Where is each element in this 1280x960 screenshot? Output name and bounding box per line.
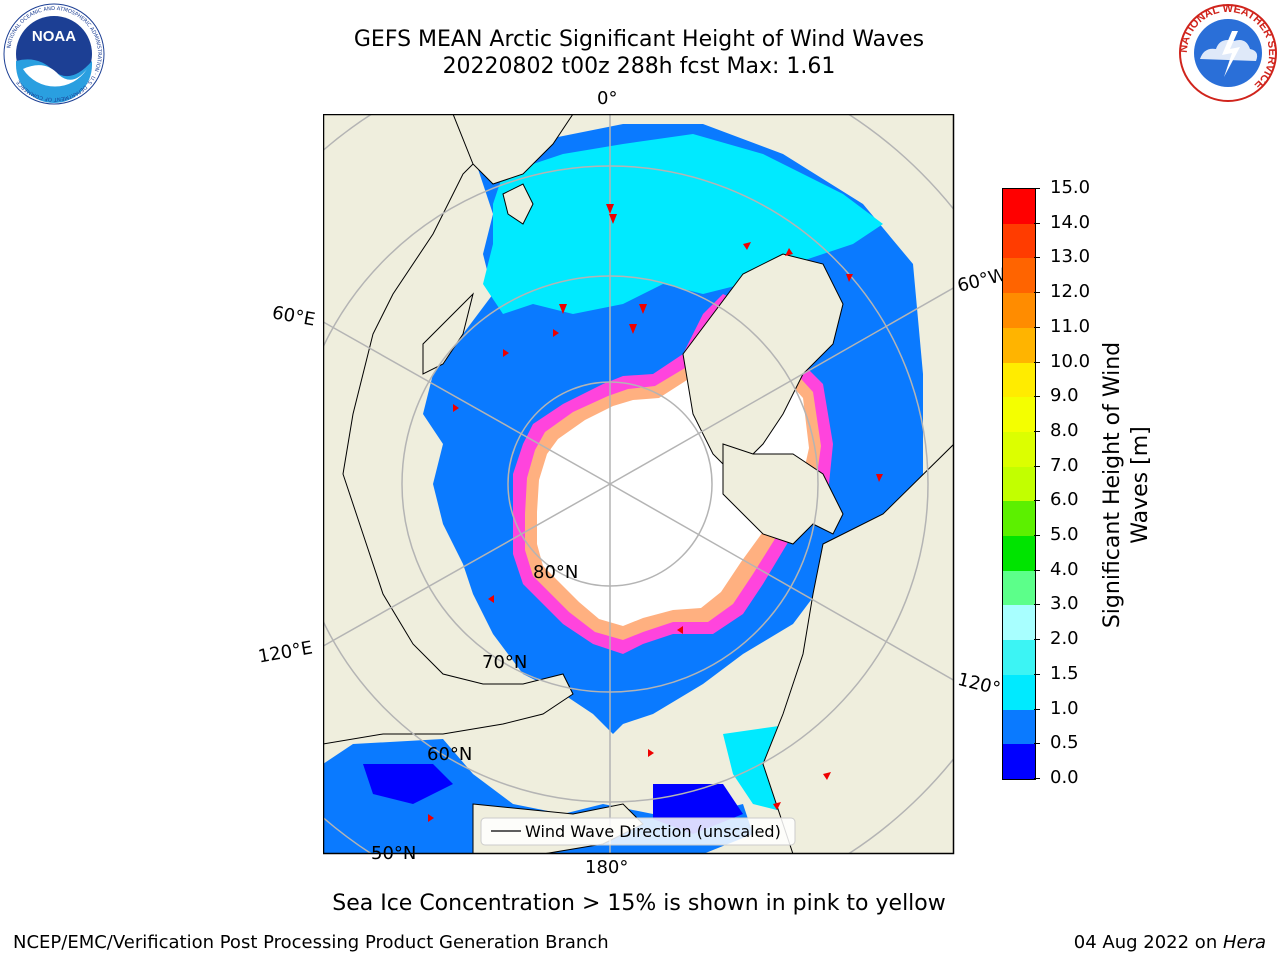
map-frame	[323, 114, 955, 855]
atlantic-wave-field	[483, 134, 883, 314]
scandinavia	[452, 114, 574, 185]
colorbar-ticks: 15.0 14.0 13.0 12.0 11.0 10.0 9.0 8.0 7.0 6.0 5.0 4…	[1034, 179, 1106, 787]
footer-credit: NCEP/EMC/Verification Post Processing Pr…	[13, 932, 609, 953]
footer-host: Hera	[1222, 932, 1266, 953]
noaa-logo-text: NOAA	[32, 28, 76, 45]
colorbar-bin	[1003, 640, 1035, 675]
colorbar-tick-label: 8.0	[1050, 419, 1079, 441]
canadian-archipelago	[722, 443, 844, 545]
colorbar-tick-label: 1.0	[1050, 697, 1079, 719]
lat-label-50n: 50°N	[371, 843, 417, 864]
lon-label-120e: 120°E	[256, 637, 315, 668]
colorbar-tick-label: 10.0	[1050, 350, 1091, 372]
colorbar-tick-mark	[1034, 673, 1040, 675]
colorbar-tick-mark	[1034, 708, 1040, 710]
colorbar-bin	[1003, 258, 1035, 294]
wind-wave-arrows	[428, 204, 883, 822]
chart-subtitle: 20220802 t00z 288h fcst Max: 1.61	[442, 54, 836, 79]
colorbar-bin	[1003, 362, 1035, 398]
colorbar-tick-label: 1.5	[1050, 662, 1079, 684]
colorbar-tick-label: 0.0	[1050, 767, 1079, 788]
colorbar-bin	[1003, 293, 1035, 328]
colorbar-tick-mark	[1034, 188, 1040, 189]
colorbar-tick-mark	[1034, 639, 1040, 641]
colorbar-tick-mark	[1034, 222, 1040, 224]
legend-label: Wind Wave Direction (unscaled)	[525, 822, 781, 841]
colorbar-tick-mark	[1034, 743, 1040, 745]
colorbar-tick-label: 13.0	[1050, 246, 1091, 268]
colorbar-bin	[1003, 397, 1035, 432]
colorbar-tick-label: 11.0	[1050, 315, 1091, 337]
map-legend	[480, 817, 796, 846]
colorbar-tick-mark	[1034, 257, 1040, 259]
nws-logo: NATIONAL WEATHER SERVICE	[1178, 3, 1278, 102]
colorbar-bin	[1003, 501, 1035, 537]
eurasia	[323, 114, 574, 745]
north-america	[762, 443, 954, 854]
colorbar-tick-mark	[1034, 500, 1040, 502]
colorbar-bin	[1003, 223, 1035, 259]
colorbar-bin	[1003, 674, 1035, 710]
colorbar-tick-label: 12.0	[1050, 281, 1091, 303]
colorbar-bin	[1003, 570, 1035, 606]
colorbar-bin	[1003, 709, 1035, 745]
colorbar-tick-mark	[1034, 535, 1040, 537]
colorbar-tick-label: 3.0	[1050, 593, 1079, 615]
colorbar-tick-mark	[1034, 430, 1040, 432]
colorbar-bin	[1003, 744, 1035, 779]
novaya-zemlya	[422, 292, 474, 375]
colorbar-tick-label: 14.0	[1050, 211, 1091, 233]
graticule	[323, 114, 954, 854]
sea-ice-caption: Sea Ice Concentration > 15% is shown in …	[332, 891, 946, 916]
colorbar-bin	[1003, 466, 1035, 502]
colorbar-tick-mark	[1034, 326, 1040, 328]
footer-date-text: 04 Aug 2022 on	[1073, 932, 1223, 953]
colorbar	[1002, 188, 1036, 780]
colorbar-bin	[1003, 431, 1035, 467]
chart-title: GEFS MEAN Arctic Significant Height of W…	[353, 27, 925, 52]
noaa-logo: NOAA NATIONAL OCEANIC AND ATMOSPHERIC AD…	[3, 3, 105, 105]
footer-date: 04 Aug 2022 on Hera	[1074, 932, 1266, 953]
colorbar-tick-mark	[1034, 778, 1040, 779]
lat-label-60n: 60°N	[427, 744, 473, 765]
colorbar-tick-label: 15.0	[1050, 177, 1091, 198]
colorbar-tick-mark	[1034, 361, 1040, 363]
colorbar-tick-mark	[1034, 569, 1040, 571]
colorbar-tick-label: 7.0	[1050, 454, 1079, 476]
lat-label-80n: 80°N	[533, 562, 579, 583]
colorbar-tick-label: 2.0	[1050, 628, 1079, 650]
lat-label-70n: 70°N	[482, 652, 528, 673]
colorbar-tick-label: 6.0	[1050, 489, 1079, 511]
lon-label-60w: 60°W	[955, 264, 1009, 297]
lon-label-60e: 60°E	[270, 302, 317, 331]
colorbar-bin	[1003, 536, 1035, 571]
colorbar-tick-mark	[1034, 396, 1040, 398]
colorbar-tick-label: 9.0	[1050, 385, 1079, 407]
svalbard	[502, 183, 534, 225]
colorbar-bin	[1003, 189, 1035, 224]
colorbar-tick-mark	[1034, 292, 1040, 294]
colorbar-tick-label: 0.5	[1050, 732, 1079, 754]
arctic-map	[323, 114, 955, 855]
colorbar-bin	[1003, 605, 1035, 641]
colorbar-tick-mark	[1034, 604, 1040, 606]
colorbar-tick-label: 4.0	[1050, 558, 1079, 580]
colorbar-tick-mark	[1034, 465, 1040, 467]
lon-label-180: 180°	[585, 857, 629, 878]
colorbar-bin	[1003, 327, 1035, 363]
colorbar-tick-label: 5.0	[1050, 524, 1079, 546]
colorbar-title: Significant Height of Wind Waves [m]	[1100, 341, 1153, 629]
lon-label-0: 0°	[597, 88, 618, 109]
